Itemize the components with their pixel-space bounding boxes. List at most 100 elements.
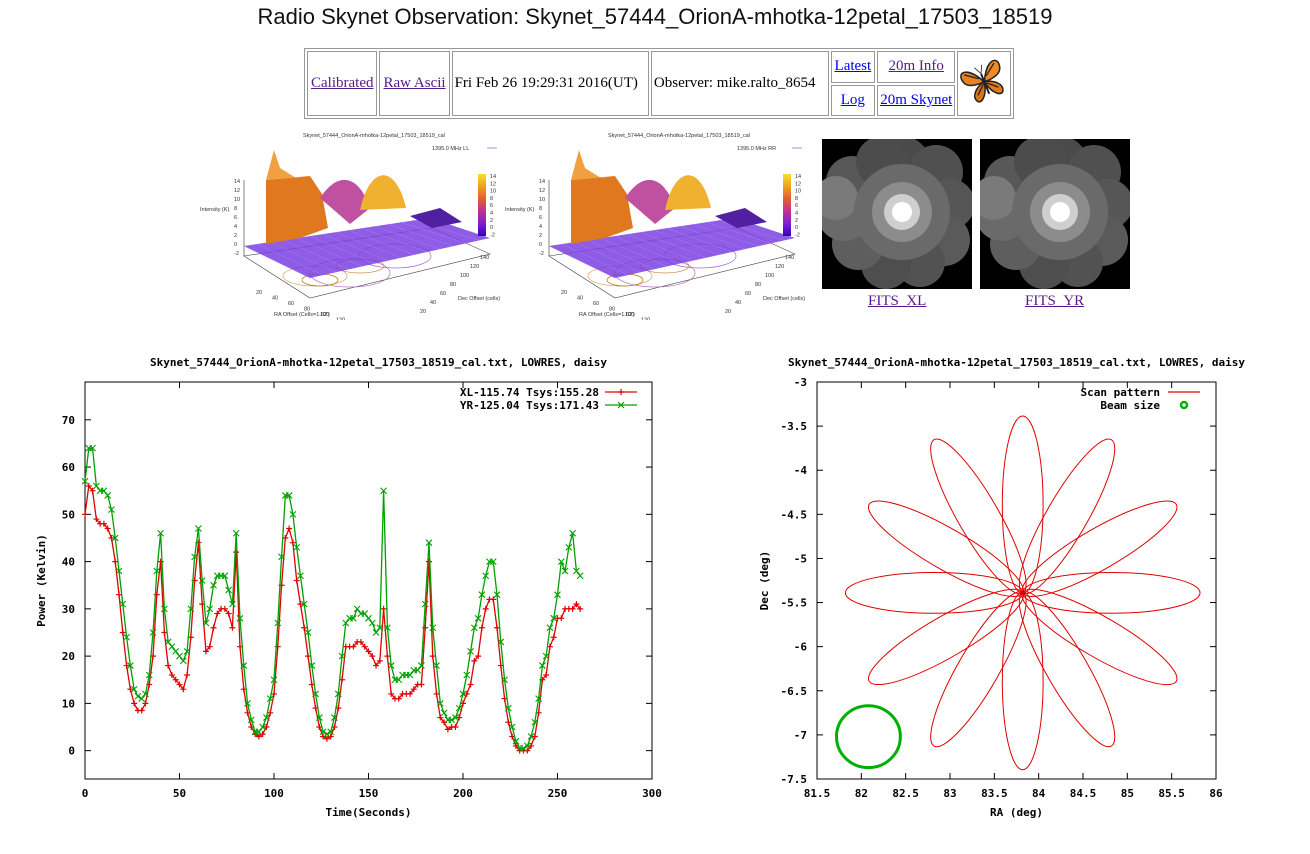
thumb-mesh-line	[256, 243, 324, 276]
rr-surface-plot-thumbnail[interactable]: Skynet_57444_OrionA-mhotka-12petal_17503…	[505, 128, 810, 320]
thumb-mesh-line	[321, 233, 389, 261]
data-point	[153, 567, 161, 575]
thumb-ztick: 6	[539, 215, 542, 221]
legend-marker	[618, 389, 624, 395]
data-point	[576, 572, 584, 580]
data-point	[531, 733, 538, 740]
x-tick-label: 50	[173, 787, 186, 800]
thumb-ztick: 8	[234, 206, 237, 212]
thumb-mesh-line	[269, 241, 337, 273]
y-axis-label: Dec (deg)	[758, 551, 771, 611]
data-point	[149, 629, 157, 636]
data-point	[289, 510, 297, 518]
data-point	[353, 605, 361, 613]
data-point	[407, 690, 414, 697]
raw-ascii-link[interactable]: Raw Ascii	[383, 75, 446, 91]
scan-petal	[1022, 571, 1201, 614]
scan-pattern-petals	[844, 415, 1201, 771]
thumb-ztick: 6	[234, 215, 237, 221]
thumb-ztick: -2	[539, 251, 544, 257]
data-point	[82, 511, 88, 518]
x-tick-label: 83	[943, 787, 956, 800]
data-point	[323, 735, 330, 742]
data-point	[274, 619, 282, 627]
data-point	[270, 676, 278, 684]
data-point	[474, 614, 482, 622]
fits-xl-link[interactable]: FITS_XL	[868, 293, 927, 309]
data-point	[184, 672, 191, 679]
data-point	[111, 534, 119, 542]
data-point	[293, 577, 300, 584]
data-point	[259, 723, 267, 731]
thumb-mesh-line	[386, 223, 454, 247]
data-point	[244, 699, 251, 707]
data-point	[104, 492, 112, 499]
data-point	[119, 629, 126, 636]
calibrated-link[interactable]: Calibrated	[311, 75, 374, 91]
thumb-mesh-line	[652, 229, 720, 255]
thumb-ztick: 4	[234, 224, 237, 230]
data-point	[557, 558, 565, 565]
y-axis-label: Power (Kelvin)	[35, 534, 48, 627]
data-point	[463, 671, 471, 679]
data-point	[349, 614, 357, 622]
thumb-mesh-line	[295, 237, 363, 267]
data-point	[255, 733, 262, 740]
y-tick-label: -3	[794, 376, 807, 389]
ll-surface-plot-thumbnail[interactable]: Skynet_57444_OrionA-mhotka-12petal_17503…	[200, 128, 500, 320]
thumb-ra-tick: 80	[609, 307, 615, 313]
data-point	[202, 619, 210, 627]
data-point	[463, 690, 470, 697]
thumb-colorbar-tick: -2	[490, 232, 495, 238]
20m-skynet-link[interactable]: 20m Skynet	[880, 91, 953, 108]
thumb-dec-tick: 120	[470, 264, 479, 270]
x-tick-label: 86	[1209, 787, 1223, 800]
series-line-yr	[84, 447, 581, 749]
data-point	[229, 624, 236, 631]
fits-yr-image[interactable]	[980, 139, 1130, 289]
20m-info-link[interactable]: 20m Info	[888, 58, 944, 75]
thumb-mesh-line	[399, 221, 467, 244]
data-point	[104, 525, 111, 532]
data-point	[168, 672, 175, 679]
data-point	[543, 672, 550, 679]
fits-xl-image[interactable]	[822, 139, 972, 289]
fits-yr-link[interactable]: FITS_YR	[1025, 293, 1085, 309]
data-point	[267, 709, 274, 716]
data-point	[278, 553, 285, 561]
data-point	[395, 676, 403, 684]
thumb-dec-tick: 100	[765, 273, 774, 279]
thumb-dec-tick: 60	[745, 291, 751, 297]
thumb-colorbar-tick: 4	[795, 211, 798, 217]
scan-petal	[1021, 500, 1178, 597]
thumb-ztick: 4	[539, 224, 542, 230]
thumb-ra-tick: 40	[577, 296, 583, 302]
data-point	[550, 634, 557, 641]
data-point	[433, 690, 440, 697]
x-tick-label: 150	[359, 787, 379, 800]
data-point	[323, 730, 331, 738]
thumb-surface-base	[244, 218, 490, 278]
data-point	[357, 638, 364, 645]
logo-cell	[957, 51, 1012, 116]
data-point	[512, 737, 520, 745]
data-point	[202, 648, 209, 655]
data-point	[478, 591, 486, 599]
data-point	[301, 624, 308, 631]
data-point	[482, 605, 489, 612]
latest-link[interactable]: Latest	[834, 58, 872, 75]
fits-lobe	[822, 176, 858, 220]
thumb-mesh-line	[574, 241, 642, 273]
data-point	[467, 648, 474, 655]
data-point	[523, 742, 531, 750]
data-point	[134, 692, 142, 700]
data-point	[138, 695, 146, 703]
thumb-ra-tick: 100	[625, 312, 634, 318]
butterfly-icon[interactable]	[959, 53, 1009, 109]
thumb-colorbar-tick: 6	[795, 203, 798, 209]
y-tick-label: -4.5	[781, 508, 808, 521]
data-point	[131, 700, 138, 707]
data-point	[195, 525, 202, 532]
data-point	[123, 662, 130, 669]
log-link[interactable]: Log	[840, 91, 865, 108]
